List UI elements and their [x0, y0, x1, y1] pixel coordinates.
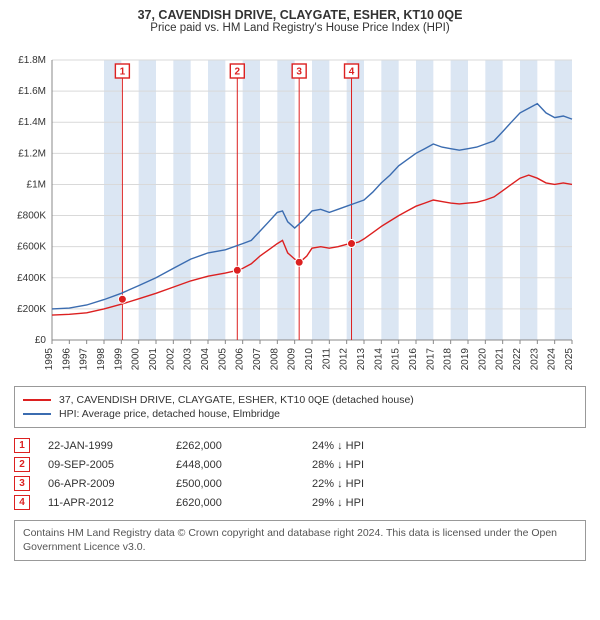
transaction-row: 3 06-APR-2009 £500,000 22% ↓ HPI: [14, 474, 586, 493]
svg-text:2015: 2015: [391, 348, 402, 371]
svg-text:2: 2: [235, 67, 241, 78]
chart-container: 37, CAVENDISH DRIVE, CLAYGATE, ESHER, KT…: [0, 0, 600, 620]
svg-text:1: 1: [120, 67, 126, 78]
transaction-marker: 1: [14, 438, 30, 453]
svg-text:£1M: £1M: [27, 179, 46, 190]
svg-text:£1.8M: £1.8M: [18, 55, 46, 66]
legend-box: 37, CAVENDISH DRIVE, CLAYGATE, ESHER, KT…: [14, 386, 586, 428]
transaction-price: £262,000: [176, 440, 266, 452]
chart-subtitle: Price paid vs. HM Land Registry's House …: [10, 22, 590, 34]
transaction-delta: 28% ↓ HPI: [284, 459, 364, 471]
transaction-delta: 22% ↓ HPI: [284, 478, 364, 490]
legend-item: 37, CAVENDISH DRIVE, CLAYGATE, ESHER, KT…: [23, 393, 577, 407]
chart-title: 37, CAVENDISH DRIVE, CLAYGATE, ESHER, KT…: [10, 8, 590, 22]
transaction-row: 2 09-SEP-2005 £448,000 28% ↓ HPI: [14, 455, 586, 474]
transaction-date: 06-APR-2009: [48, 478, 158, 490]
svg-text:£0: £0: [35, 335, 47, 346]
svg-text:2005: 2005: [217, 348, 228, 371]
transaction-delta: 24% ↓ HPI: [284, 440, 364, 452]
transaction-marker: 2: [14, 457, 30, 472]
svg-text:£400K: £400K: [17, 273, 46, 284]
line-chart: £0 £200K £400K £600K £800K £1M £1.2M £1.4M £1.6M…: [10, 40, 590, 380]
legend-item: HPI: Average price, detached house, Elmb…: [23, 407, 577, 421]
transaction-price: £500,000: [176, 478, 266, 490]
svg-text:£1.6M: £1.6M: [18, 86, 46, 97]
svg-text:2012: 2012: [339, 348, 350, 371]
svg-text:2024: 2024: [547, 348, 558, 371]
transaction-date: 11-APR-2012: [48, 497, 158, 509]
svg-text:1996: 1996: [61, 348, 72, 371]
svg-text:£1.2M: £1.2M: [18, 148, 46, 159]
svg-text:2014: 2014: [373, 348, 384, 371]
transaction-row: 1 22-JAN-1999 £262,000 24% ↓ HPI: [14, 436, 586, 455]
legend-swatch: [23, 399, 51, 401]
svg-text:2017: 2017: [425, 348, 436, 371]
svg-text:3: 3: [296, 67, 302, 78]
transaction-marker: 3: [14, 476, 30, 491]
svg-text:2011: 2011: [321, 348, 332, 370]
svg-text:2019: 2019: [460, 348, 471, 371]
svg-text:2006: 2006: [235, 348, 246, 371]
svg-text:2021: 2021: [495, 348, 506, 371]
transaction-marker: 4: [14, 495, 30, 510]
svg-text:£200K: £200K: [17, 304, 46, 315]
svg-text:1998: 1998: [96, 348, 107, 371]
svg-text:2010: 2010: [304, 348, 315, 371]
svg-text:2000: 2000: [131, 348, 142, 371]
svg-text:2009: 2009: [287, 348, 298, 371]
svg-text:£800K: £800K: [17, 211, 46, 222]
transaction-date: 22-JAN-1999: [48, 440, 158, 452]
svg-text:2020: 2020: [477, 348, 488, 371]
svg-text:2002: 2002: [165, 348, 176, 371]
svg-text:2023: 2023: [529, 348, 540, 371]
svg-text:2018: 2018: [443, 348, 454, 371]
transaction-price: £448,000: [176, 459, 266, 471]
svg-text:2025: 2025: [564, 348, 575, 371]
svg-text:1997: 1997: [79, 348, 90, 371]
svg-text:2007: 2007: [252, 348, 263, 371]
svg-text:1999: 1999: [113, 348, 124, 371]
svg-text:2013: 2013: [356, 348, 367, 371]
transaction-price: £620,000: [176, 497, 266, 509]
transactions-table: 1 22-JAN-1999 £262,000 24% ↓ HPI 2 09-SEP-200…: [14, 436, 586, 512]
chart-svg: £0 £200K £400K £600K £800K £1M £1.2M £1.4M £1.6M…: [10, 40, 590, 380]
footer-attribution: Contains HM Land Registry data © Crown c…: [14, 520, 586, 561]
transaction-delta: 29% ↓ HPI: [284, 497, 364, 509]
svg-text:2022: 2022: [512, 348, 523, 371]
legend-swatch: [23, 413, 51, 415]
svg-text:4: 4: [349, 67, 355, 78]
legend-label: HPI: Average price, detached house, Elmb…: [59, 408, 280, 420]
svg-text:2003: 2003: [183, 348, 194, 371]
transaction-row: 4 11-APR-2012 £620,000 29% ↓ HPI: [14, 493, 586, 512]
svg-text:1995: 1995: [44, 348, 55, 371]
transaction-date: 09-SEP-2005: [48, 459, 158, 471]
svg-text:2016: 2016: [408, 348, 419, 371]
legend-label: 37, CAVENDISH DRIVE, CLAYGATE, ESHER, KT…: [59, 394, 414, 406]
svg-text:£600K: £600K: [17, 242, 46, 253]
svg-text:2008: 2008: [269, 348, 280, 371]
svg-text:2004: 2004: [200, 348, 211, 371]
svg-text:2001: 2001: [148, 348, 159, 371]
svg-text:£1.4M: £1.4M: [18, 117, 46, 128]
